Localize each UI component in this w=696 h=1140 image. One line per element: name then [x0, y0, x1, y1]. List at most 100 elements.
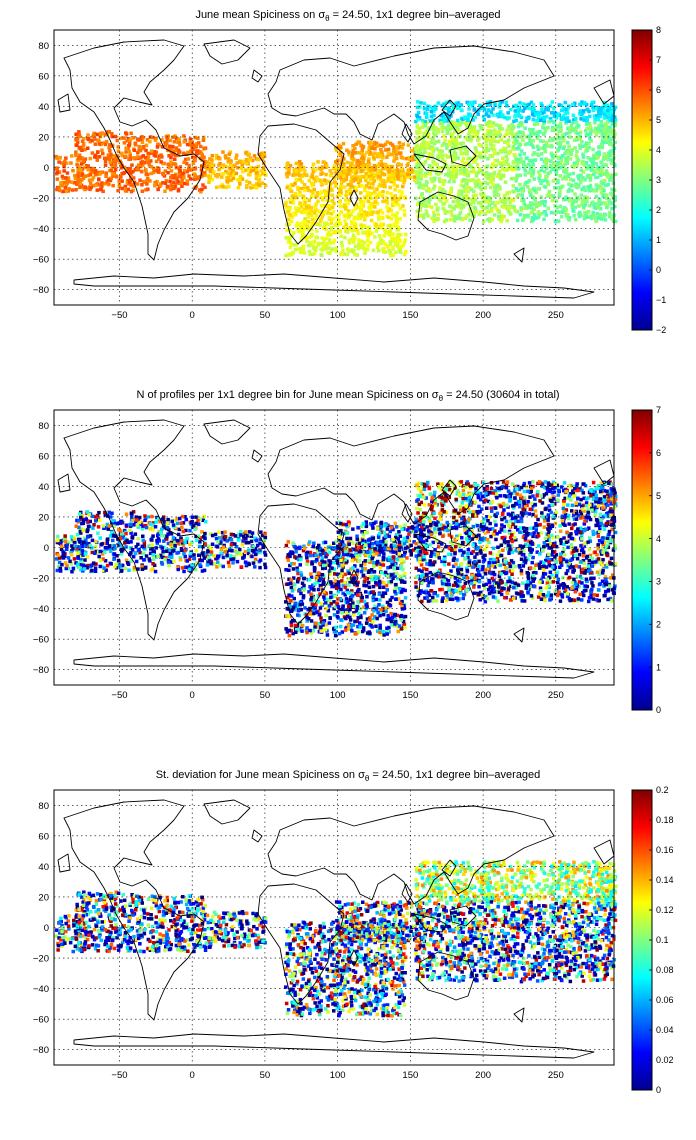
bin-cell: [86, 524, 91, 529]
bin-cell: [549, 151, 554, 155]
bin-cell: [395, 220, 400, 224]
bin-cell: [303, 217, 307, 221]
bin-cell: [506, 138, 511, 142]
bin-cell: [390, 143, 395, 147]
bin-cell: [438, 118, 442, 123]
bin-cell: [197, 553, 201, 557]
bin-cell: [190, 566, 194, 570]
bin-cell: [382, 172, 387, 177]
bin-cell: [97, 177, 101, 181]
bin-cell: [365, 577, 370, 581]
bin-cell: [182, 134, 186, 138]
bin-cell: [87, 178, 92, 182]
bin-cell: [425, 189, 429, 193]
bin-cell: [124, 558, 129, 563]
bin-cell: [362, 200, 366, 204]
bin-cell: [530, 109, 535, 113]
bin-cell: [311, 162, 316, 166]
bin-cell: [536, 210, 541, 214]
bin-cell: [303, 219, 307, 224]
bin-cell: [291, 183, 295, 187]
bin-cell: [516, 147, 520, 151]
bin-cell: [161, 517, 165, 521]
bin-cell: [247, 181, 252, 185]
bin-cell: [489, 140, 493, 144]
bin-cell: [247, 562, 251, 567]
bin-cell: [441, 194, 445, 198]
bin-cell: [431, 195, 436, 200]
bin-cell: [322, 178, 327, 182]
bin-cell: [344, 207, 348, 211]
bin-cell: [359, 615, 363, 620]
bin-cell: [455, 106, 460, 110]
bin-cell: [456, 204, 461, 209]
bin-cell: [527, 158, 532, 163]
bin-cell: [613, 140, 617, 145]
bin-cell: [261, 172, 265, 176]
bin-cell: [155, 166, 160, 170]
bin-cell: [595, 151, 599, 156]
bin-cell: [364, 184, 369, 188]
bin-cell: [351, 144, 355, 148]
bin-cell: [388, 173, 392, 178]
bin-cell: [95, 150, 100, 155]
bin-cell: [146, 151, 150, 156]
bin-cell: [487, 203, 492, 207]
bin-cell: [425, 111, 429, 116]
bin-cell: [504, 132, 509, 137]
bin-cell: [144, 188, 148, 192]
bin-cell: [567, 218, 571, 222]
bin-cell: [432, 217, 436, 221]
bin-cell: [209, 561, 213, 566]
bin-cell: [394, 619, 398, 624]
bin-cell: [367, 585, 372, 589]
bin-cell: [522, 202, 526, 206]
bin-cell: [527, 102, 531, 107]
bin-cell: [168, 551, 172, 556]
bin-cell: [573, 217, 578, 222]
bin-cell: [98, 183, 102, 187]
bin-cell: [321, 212, 326, 216]
bin-cell: [172, 149, 176, 154]
bin-cell: [90, 177, 95, 182]
bin-cell: [79, 556, 83, 561]
bin-cell: [100, 148, 104, 152]
bin-cell: [561, 208, 565, 212]
bin-cell: [339, 210, 343, 214]
bin-cell: [261, 166, 266, 170]
bin-cell: [140, 544, 144, 549]
bin-cell: [488, 198, 492, 202]
bin-cell: [552, 106, 556, 111]
bin-cell: [435, 163, 439, 167]
bin-cell: [153, 525, 158, 529]
bin-cell: [89, 166, 93, 171]
bin-cell: [101, 189, 105, 194]
bin-cell: [543, 129, 547, 134]
bin-cell: [245, 161, 249, 166]
bin-cell: [432, 113, 436, 118]
bin-cell: [360, 174, 364, 179]
bin-cell: [339, 234, 343, 238]
bin-cell: [75, 533, 80, 537]
bin-cell: [244, 168, 248, 172]
bin-cell: [253, 565, 257, 569]
bin-cell: [349, 190, 354, 194]
bin-cell: [596, 155, 600, 160]
bin-cell: [291, 201, 296, 205]
bin-cell: [330, 193, 335, 198]
bin-cell: [185, 152, 189, 156]
bin-cell: [563, 112, 567, 116]
bin-cell: [339, 184, 343, 189]
bin-cell: [291, 250, 296, 255]
bin-cell: [148, 559, 152, 563]
bin-cell: [554, 199, 559, 203]
bin-cell: [453, 219, 457, 223]
bin-cell: [466, 186, 470, 190]
bin-cell: [383, 162, 388, 167]
bin-cell: [58, 156, 62, 160]
bin-cell: [361, 145, 366, 149]
bin-cell: [342, 164, 346, 169]
bin-cell: [534, 190, 538, 195]
bin-cell: [325, 210, 330, 215]
bin-cell: [584, 129, 588, 133]
